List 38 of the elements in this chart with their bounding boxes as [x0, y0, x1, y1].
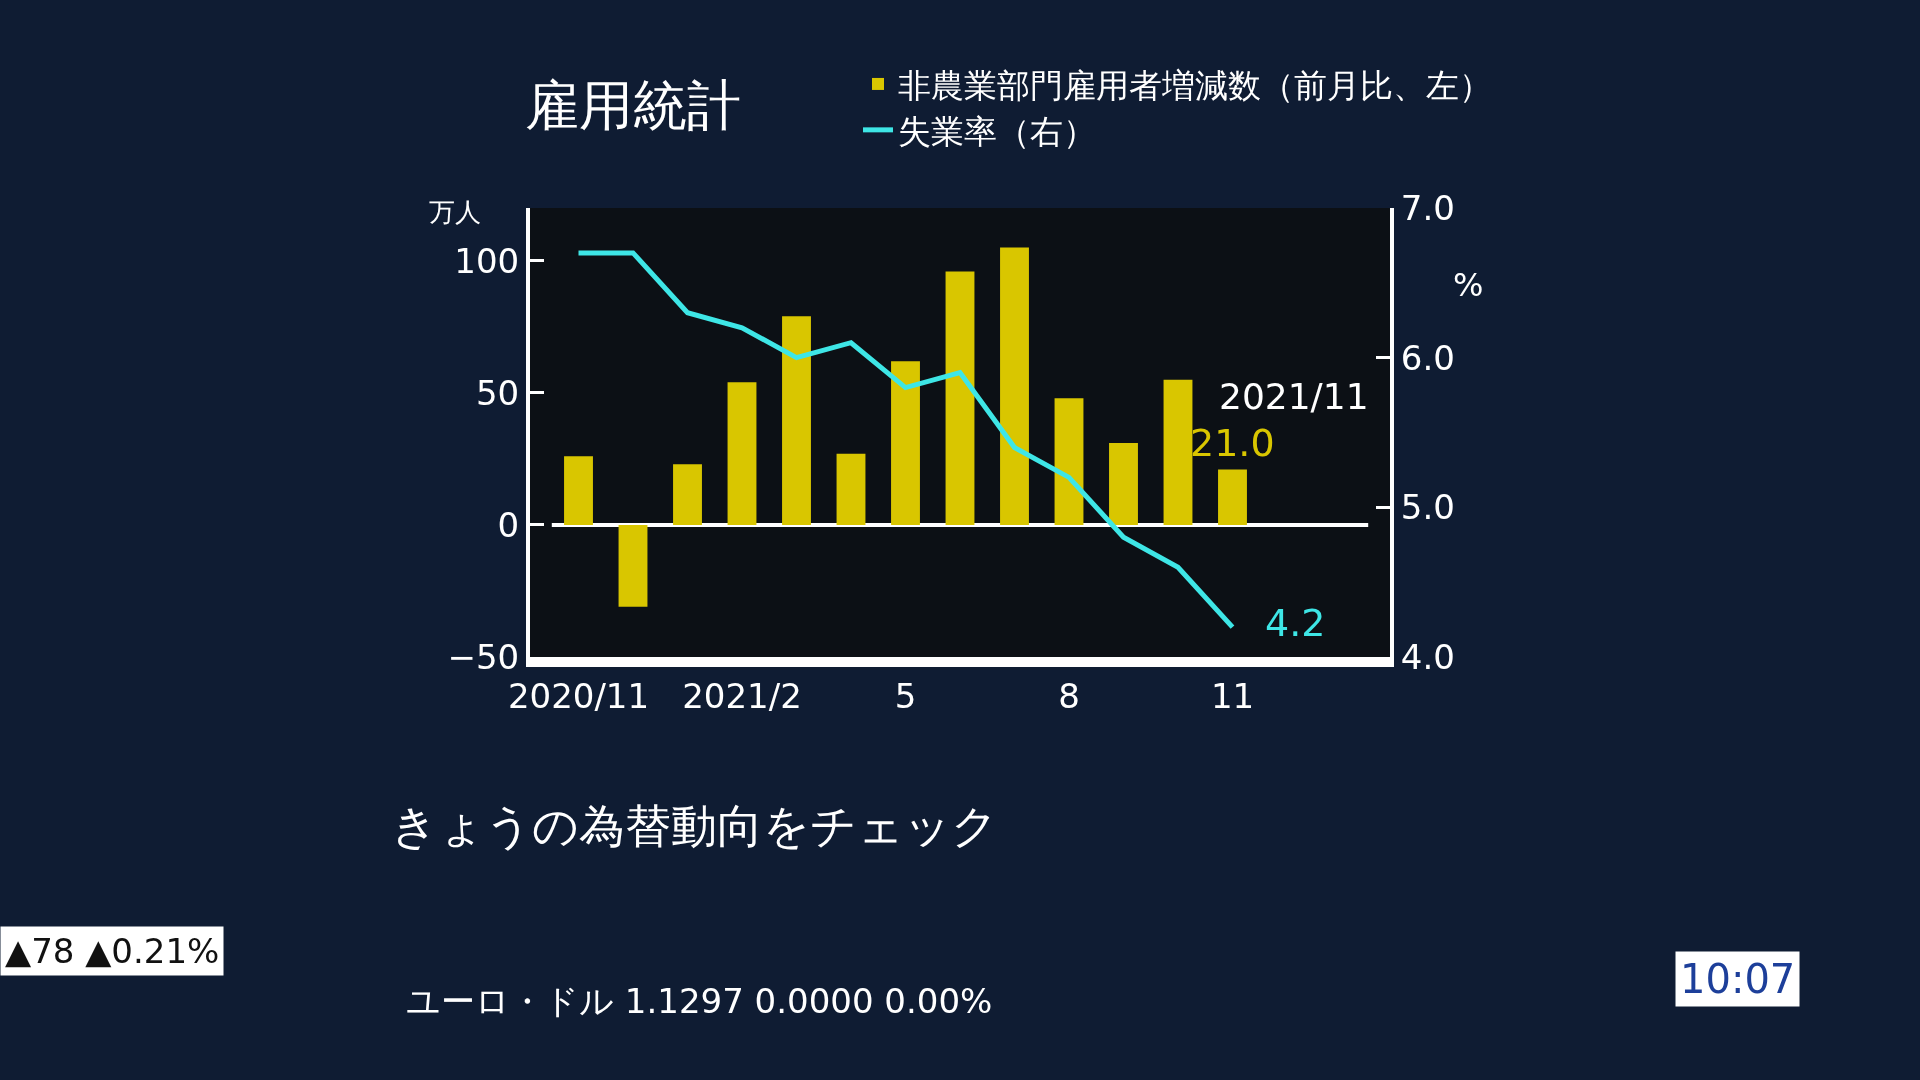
bar: [891, 361, 920, 525]
bar: [727, 382, 757, 525]
y2-tick-label: 7.0: [1400, 187, 1455, 228]
y-axis-title: 万人: [429, 197, 481, 227]
x-tick-label: 2020/11: [507, 675, 650, 716]
chart-title: 雇用統計: [525, 73, 741, 137]
y2-tick-label: 5.0: [1400, 487, 1455, 528]
text: きょうの為替動向をチェック: [391, 799, 998, 853]
legend-label: 失業率（右）: [898, 111, 1096, 151]
x-tick-label: 2021/2: [682, 675, 802, 716]
text: ▲78 ▲0.21%: [5, 931, 220, 971]
bar: [782, 316, 811, 525]
bar: [945, 271, 975, 525]
x-tick-label: 8: [1058, 675, 1080, 716]
bar: [1218, 469, 1247, 525]
annotation: 2021/11: [1219, 376, 1369, 417]
bar: [1054, 398, 1084, 525]
data-label: 4.2: [1265, 601, 1326, 645]
y-tick-label: 100: [454, 240, 520, 281]
x-tick-label: 11: [1210, 675, 1255, 716]
legend-label: 非農業部門雇用者増減数（前月比、左）: [898, 65, 1492, 105]
y2-tick-label: 4.0: [1400, 636, 1455, 677]
bar: [1163, 379, 1193, 525]
text: 10:07: [1680, 956, 1796, 1002]
y-tick-label: 0: [497, 504, 520, 545]
bar: [1109, 443, 1138, 525]
y-tick-label: 50: [475, 372, 520, 413]
text: ユーロ・ドル 1.1297 0.0000 0.00%: [406, 981, 993, 1021]
y-tick-label: −50: [447, 636, 520, 677]
x-tick-label: 5: [894, 675, 917, 716]
bar: [836, 453, 866, 525]
bar: [618, 524, 648, 607]
bar: [1000, 247, 1029, 525]
bar: [673, 464, 702, 525]
y2-tick-label: 6.0: [1400, 337, 1455, 378]
y2-axis-title: %: [1453, 266, 1484, 304]
bar: [564, 456, 593, 525]
data-label: 21.0: [1190, 421, 1275, 465]
